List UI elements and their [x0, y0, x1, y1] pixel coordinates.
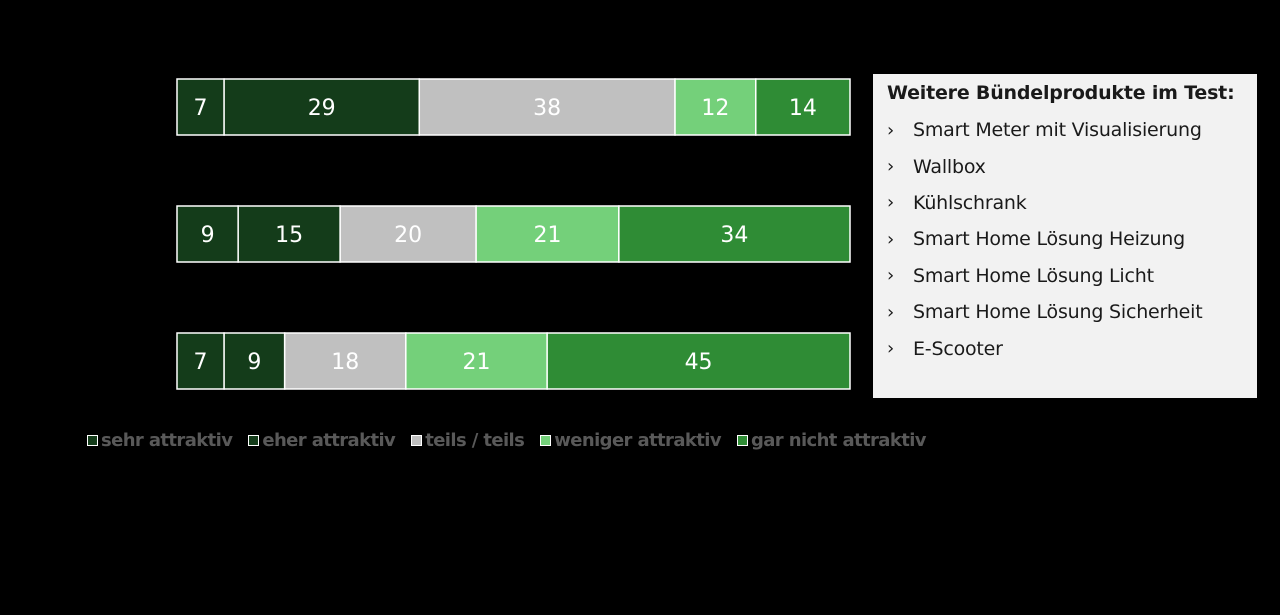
bar-segment — [755, 78, 851, 136]
data-label: 15 — [275, 223, 303, 248]
chevron-right-icon: › — [887, 228, 894, 250]
legend-label: teils / teils — [425, 430, 525, 451]
bar-segment — [546, 332, 851, 390]
data-label: 29 — [308, 96, 336, 121]
data-label: 21 — [462, 350, 490, 375]
list-item: › Smart Home Lösung Heizung — [887, 221, 1243, 257]
chevron-right-icon: › — [887, 338, 894, 360]
legend-label: gar nicht attraktiv — [750, 430, 927, 451]
list-item-label: Wallbox — [913, 155, 986, 178]
data-label: 7 — [194, 350, 208, 375]
data-label: 9 — [247, 350, 261, 375]
list-item: › Kühlschrank — [887, 185, 1243, 221]
data-label: 21 — [533, 223, 561, 248]
data-label: 38 — [533, 96, 561, 121]
bar-segment — [618, 205, 851, 263]
bar-segment — [176, 332, 225, 390]
data-label: 14 — [789, 96, 817, 121]
info-box-title: Weitere Bündelprodukte im Test: — [887, 82, 1235, 104]
list-item-label: E-Scooter — [913, 337, 1003, 360]
legend-swatch — [736, 435, 748, 446]
list-item-label: Smart Meter mit Visualisierung — [913, 119, 1202, 142]
chevron-right-icon: › — [887, 156, 894, 178]
legend-swatch — [411, 435, 423, 446]
data-label: 12 — [701, 96, 729, 121]
legend-item: gar nicht attraktiv — [736, 430, 927, 451]
list-item: › Smart Home Lösung Sicherheit — [887, 294, 1243, 330]
bar-segment — [475, 205, 620, 263]
list-item-label: Smart Home Lösung Heizung — [913, 228, 1185, 251]
list-item-label: Smart Home Lösung Licht — [913, 264, 1154, 287]
chevron-right-icon: › — [887, 301, 894, 323]
bar-segment — [223, 78, 421, 136]
chart-legend: sehr attraktiv eher attraktiv teils / teil… — [87, 430, 927, 451]
list-item-label: Kühlschrank — [913, 191, 1027, 214]
data-label: 7 — [194, 96, 208, 121]
legend-swatch — [248, 435, 260, 446]
bar-segment — [283, 332, 407, 390]
list-item-label: Smart Home Lösung Sicherheit — [913, 301, 1203, 324]
bar-segment — [223, 332, 286, 390]
legend-item: sehr attraktiv — [87, 430, 233, 451]
chevron-right-icon: › — [887, 265, 894, 287]
legend-label: eher attraktiv — [262, 430, 396, 451]
chevron-right-icon: › — [887, 119, 894, 141]
data-label: 34 — [720, 223, 748, 248]
data-label: 45 — [685, 350, 713, 375]
legend-label: weniger attraktiv — [554, 430, 721, 451]
data-label: 20 — [394, 223, 422, 248]
bar-segment — [176, 78, 225, 136]
legend-swatch — [540, 435, 552, 446]
legend-item: eher attraktiv — [248, 430, 396, 451]
list-item: › Smart Home Lösung Licht — [887, 258, 1243, 294]
list-item: › Wallbox — [887, 148, 1243, 184]
bar-segment — [674, 78, 757, 136]
legend-label: sehr attraktiv — [101, 430, 233, 451]
bar-segment — [418, 78, 676, 136]
data-label: 9 — [201, 223, 215, 248]
info-box-list: › Smart Meter mit Visualisierung › Wallbox… — [887, 112, 1243, 367]
legend-item: weniger attraktiv — [540, 430, 722, 451]
info-box: Weitere Bündelprodukte im Test: › Smart M… — [873, 74, 1257, 398]
data-label: 18 — [331, 350, 359, 375]
legend-item: teils / teils — [411, 430, 525, 451]
chevron-right-icon: › — [887, 192, 894, 214]
list-item: › Smart Meter mit Visualisierung — [887, 112, 1243, 148]
legend-swatch — [87, 435, 98, 446]
list-item: › E-Scooter — [887, 330, 1243, 366]
